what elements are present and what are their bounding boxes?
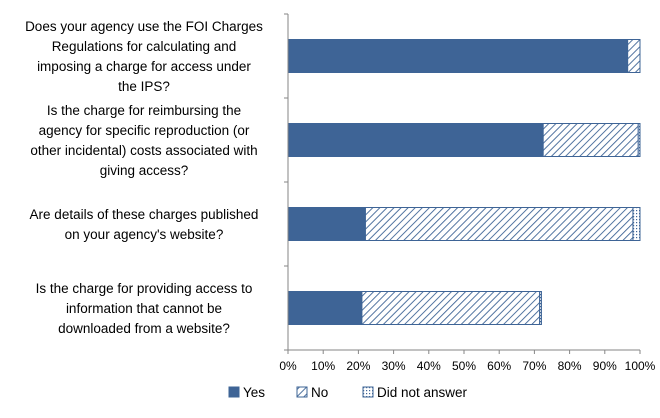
x-tick-label: 20% xyxy=(346,359,370,373)
x-tick-label: 80% xyxy=(558,359,582,373)
bar-yes-1 xyxy=(287,39,629,73)
x-tick-label: 90% xyxy=(593,359,617,373)
legend-swatch-yes xyxy=(228,386,240,398)
bar-did-not-answer-4 xyxy=(539,291,542,325)
category-label-3: Are details of these charges published on… xyxy=(30,207,259,242)
category-label-4: Is the charge for providing access to inf… xyxy=(36,281,253,336)
x-tick-label: 100% xyxy=(625,359,656,373)
x-tick-label: 40% xyxy=(417,359,441,373)
legend-label-no: No xyxy=(311,385,328,400)
bar-yes-3 xyxy=(287,207,366,241)
legend-swatch-no xyxy=(296,386,308,398)
bar-did-not-answer-2 xyxy=(637,123,641,157)
x-tick-label: 60% xyxy=(487,359,511,373)
category-label-1: Does your agency use the FOI Charges Regu… xyxy=(25,19,263,94)
bar-no-2 xyxy=(542,123,639,157)
bar-yes-2 xyxy=(287,123,544,157)
x-tick-label: 50% xyxy=(452,359,476,373)
bar-did-not-answer-3 xyxy=(632,207,641,241)
bar-no-4 xyxy=(361,291,541,325)
bar-no-3 xyxy=(364,207,634,241)
bar-no-1 xyxy=(627,39,641,73)
category-label-2: Is the charge for reimbursing the agency … xyxy=(30,103,257,178)
x-tick-label: 70% xyxy=(522,359,546,373)
x-tick-label: 0% xyxy=(279,359,297,373)
bar-yes-4 xyxy=(287,291,363,325)
legend-swatch-did-not-answer xyxy=(362,386,374,398)
legend-label-did-not-answer: Did not answer xyxy=(377,385,468,400)
legend-label-yes: Yes xyxy=(243,385,265,400)
x-tick-label: 30% xyxy=(382,359,406,373)
x-tick-label: 10% xyxy=(311,359,335,373)
